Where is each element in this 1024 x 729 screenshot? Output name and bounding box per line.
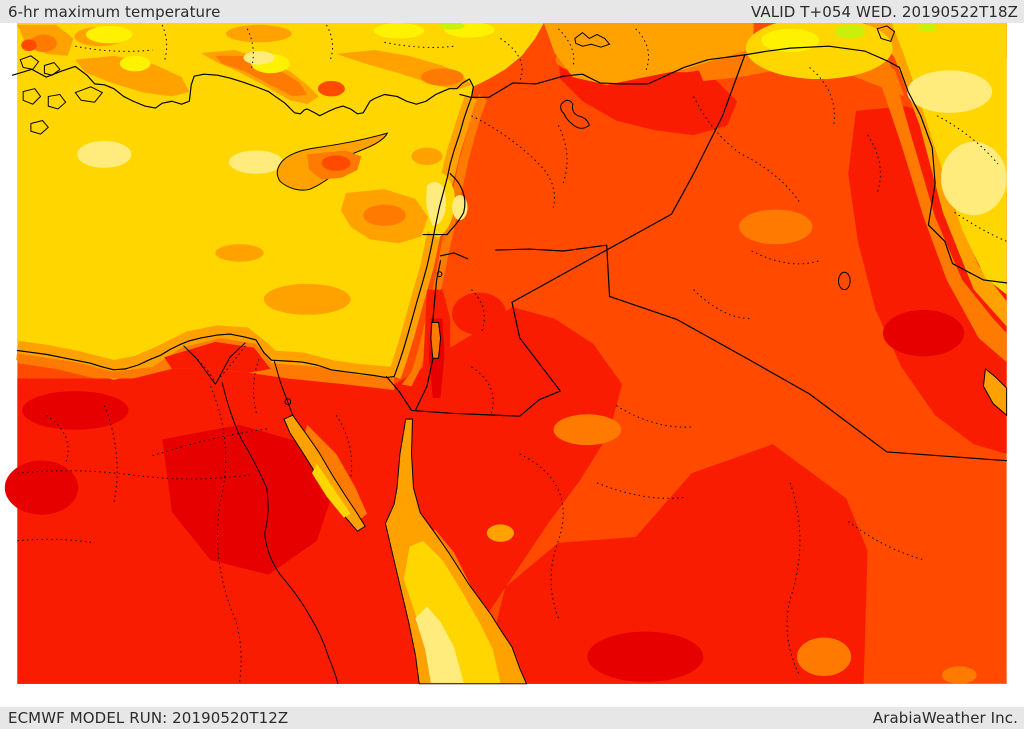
nile-delta-red — [164, 341, 271, 373]
bitter-lake — [284, 398, 292, 406]
aegean-island — [43, 62, 61, 76]
layer-zagros-orange-stripe — [865, 23, 1007, 327]
red-south-syria-spot — [452, 292, 507, 336]
border-jordan-river-arava — [414, 260, 442, 411]
layer-turkey-hot-spots — [21, 39, 345, 97]
mediterranean-and-west-turkey — [17, 23, 544, 378]
map-title: 6-hr maximum temperature — [8, 2, 221, 21]
border-syria-iraq — [670, 54, 746, 215]
layer-rivers — [183, 342, 339, 684]
header-bar: 6-hr maximum temperature VALID T+054 WED… — [0, 0, 1024, 23]
layer-lebanon-pale-core — [426, 181, 468, 226]
valid-time-label: VALID T+054 WED. 20190522T18Z — [751, 2, 1018, 21]
aegean-island — [22, 88, 42, 105]
layer-deep-red-cores — [4, 309, 965, 682]
border-turkey-iraq — [744, 45, 900, 69]
lake-urmia — [876, 25, 896, 42]
cyprus-hot-core — [321, 155, 351, 171]
model-run-label: ECMWF MODEL RUN: 20190520T12Z — [8, 709, 289, 727]
lake-assad — [560, 99, 590, 129]
aegean-island — [30, 120, 49, 135]
layer-zagros-dark-orange-stripe — [833, 23, 1007, 363]
border-syria-jordan — [494, 244, 608, 252]
aegean-island — [19, 55, 40, 70]
layer-red-sea-pale-streak — [415, 606, 464, 683]
levant-inland-fringe — [401, 94, 487, 387]
map-area — [0, 23, 1024, 707]
persian-gulf-corner — [982, 367, 1008, 417]
aegean-island — [47, 93, 67, 110]
credit-label: ArabiaWeather Inc. — [872, 709, 1018, 727]
layer-north-strip-orange — [486, 23, 754, 542]
border-golan — [439, 252, 469, 260]
lake-tharthar — [838, 271, 851, 291]
nile-delta-branches — [183, 342, 246, 385]
layer-coastlines-borders — [11, 45, 1008, 462]
layer-green-yellow-patches — [439, 23, 938, 39]
border-egypt-israel — [385, 376, 413, 411]
border-iraq-saudi — [608, 295, 1008, 462]
sea-of-galilee — [436, 271, 443, 278]
coastline-turkey-levant-egypt — [11, 65, 474, 379]
ataturk-reservoir — [574, 32, 611, 48]
layer-admin-boundaries-dotted — [17, 24, 1007, 682]
red-south-saudi — [481, 444, 868, 684]
border-lebanon — [422, 173, 466, 236]
border-jordan-east — [606, 244, 611, 297]
temperature-map-svg — [4, 23, 1008, 685]
layer-islands — [19, 55, 104, 135]
border-jordan-iraq — [511, 213, 672, 303]
border-jordan-saudi — [410, 301, 561, 417]
gulf-of-suez — [283, 414, 366, 532]
layer-lakes — [430, 25, 896, 359]
border-iran — [898, 66, 1008, 284]
suez-canal — [273, 361, 294, 416]
rhodes-island — [74, 86, 104, 103]
dead-sea — [430, 322, 441, 359]
nile-river — [221, 382, 339, 684]
layer-cyprus — [276, 132, 389, 191]
footer-bar: ECMWF MODEL RUN: 20190520T12Z ArabiaWeat… — [0, 707, 1024, 729]
layer-sea-dark-orange-cores — [363, 204, 406, 226]
layer-turkey-dark-orange-patches — [29, 34, 464, 97]
layer-pale-yellow-patches — [77, 51, 1007, 216]
border-turkey-syria — [459, 54, 746, 98]
sinai-west-band — [303, 424, 368, 522]
